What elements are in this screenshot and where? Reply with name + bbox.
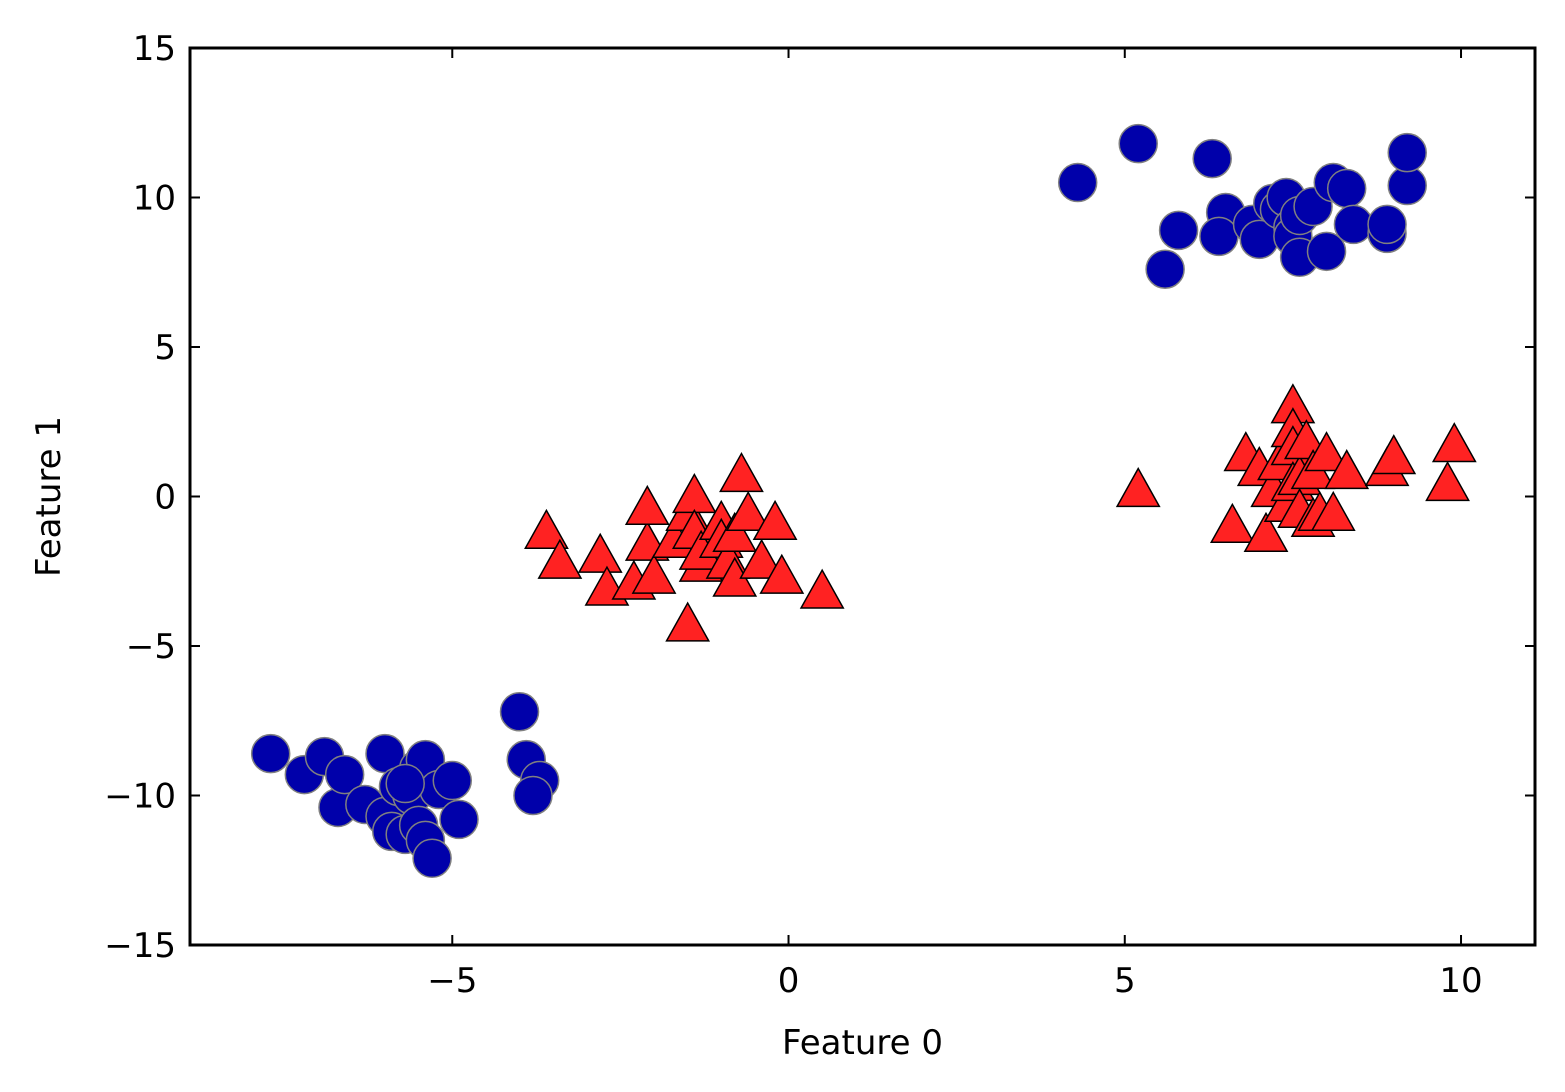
circle-point xyxy=(1306,231,1347,272)
y-tick-label: 15 xyxy=(133,29,176,69)
triangle-point xyxy=(1310,490,1356,532)
y-tick-label: −10 xyxy=(104,777,176,817)
y-tick-label: −5 xyxy=(126,627,176,667)
x-axis-label: Feature 0 xyxy=(782,1023,943,1063)
triangle-point xyxy=(739,538,785,579)
triangle-point xyxy=(759,553,805,594)
circle-point xyxy=(385,763,425,804)
y-tick-label: 0 xyxy=(154,478,176,518)
triangle-point xyxy=(624,484,670,526)
x-tick-label: 0 xyxy=(778,961,800,1001)
y-tick-label: 5 xyxy=(154,328,176,368)
circle-point xyxy=(513,775,553,816)
circle-point xyxy=(250,733,291,774)
x-tick-label: 10 xyxy=(1439,961,1482,1001)
triangle-point xyxy=(665,601,711,642)
x-tick-labels: −5 0 5 10 xyxy=(427,961,1482,1001)
circle-point xyxy=(1118,123,1158,164)
triangle-point xyxy=(1243,511,1289,552)
plot-area xyxy=(250,123,1477,879)
triangle-point xyxy=(752,499,798,540)
circle-point xyxy=(1333,204,1374,245)
x-tick-label: 5 xyxy=(1114,961,1136,1001)
triangle-point xyxy=(1115,466,1161,508)
y-tick-labels: −15 −10 −5 0 5 10 15 xyxy=(104,29,176,966)
circle-point xyxy=(432,760,473,801)
circle-point xyxy=(1199,216,1239,257)
triangle-point xyxy=(1371,434,1417,475)
triangle-point xyxy=(712,511,758,552)
triangle-point xyxy=(1304,431,1349,472)
circle-point xyxy=(412,838,452,879)
y-tick-label: 10 xyxy=(133,179,176,219)
triangle-point xyxy=(1425,461,1470,502)
circle-point xyxy=(439,799,479,840)
x-tick-label: −5 xyxy=(427,961,477,1001)
y-tick-label: −15 xyxy=(104,926,176,966)
plot-frame xyxy=(188,46,1537,947)
triangle-point xyxy=(799,568,845,609)
triangle-point xyxy=(1209,502,1255,543)
triangle-point xyxy=(537,538,583,579)
triangle-point xyxy=(671,472,717,514)
circle-point xyxy=(1145,249,1185,290)
circle-point xyxy=(1367,204,1407,245)
triangle-point xyxy=(1431,422,1477,463)
circle-point xyxy=(1326,168,1367,209)
circle-point xyxy=(324,754,365,795)
circle-point xyxy=(1192,138,1232,179)
triangle-point xyxy=(725,490,771,532)
circle-point xyxy=(499,692,540,732)
triangle-point xyxy=(719,452,764,493)
y-axis-label: Feature 1 xyxy=(29,416,69,577)
triangle-point xyxy=(577,532,623,573)
circle-point xyxy=(1387,132,1427,173)
triangle-point xyxy=(1324,449,1370,490)
circle-point xyxy=(1158,210,1199,251)
triangle-point xyxy=(631,553,677,594)
circle-point xyxy=(1057,162,1098,203)
triangle-point xyxy=(524,508,569,549)
